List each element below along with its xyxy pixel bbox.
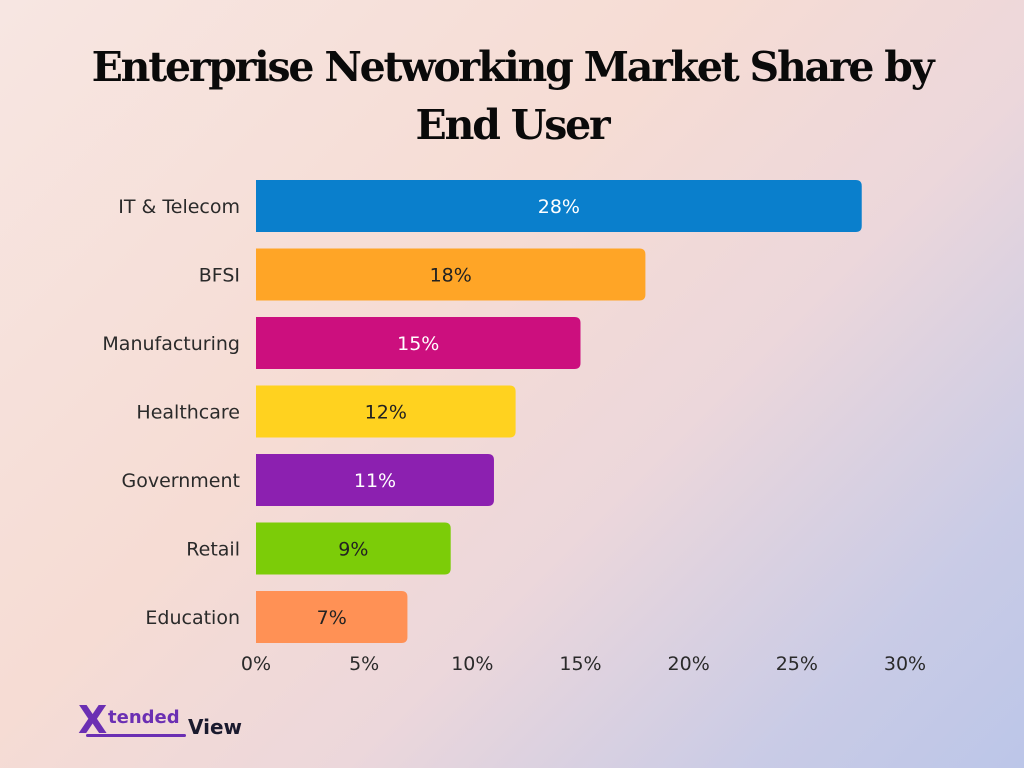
category-label: BFSI [199, 265, 240, 287]
data-label: 9% [338, 539, 368, 561]
x-axis-ticks-group: 0% 5% 10% 15% 20% 25% 30% [241, 653, 926, 675]
data-label: 18% [430, 265, 472, 287]
category-labels-group: IT & Telecom BFSI Manufacturing Healthcare G… [102, 196, 240, 629]
xtendedview-logo: X tended View [78, 700, 268, 748]
x-tick-label: 20% [668, 653, 710, 675]
category-label: Government [122, 470, 241, 492]
bar-it-telecom [256, 180, 862, 232]
bar-bfsi [256, 248, 646, 301]
x-tick-label: 30% [884, 653, 926, 675]
category-label: Retail [186, 539, 240, 561]
data-label: 11% [354, 470, 396, 492]
category-label: Manufacturing [102, 333, 240, 355]
bar-manufacturing [256, 317, 581, 369]
data-labels-group: 28% 18% 15% 12% 11% 9% 7% [317, 196, 580, 629]
category-label: Education [145, 607, 240, 629]
bar-government [256, 454, 494, 506]
logo-word-1: tended [108, 707, 180, 728]
data-label: 15% [397, 333, 439, 355]
x-tick-label: 0% [241, 653, 271, 675]
bars-group [256, 180, 862, 643]
category-label: Healthcare [136, 402, 240, 424]
x-tick-label: 25% [776, 653, 818, 675]
logo-word-2: View [188, 715, 243, 739]
chart-title: Enterprise Networking Market Share by En… [91, 43, 935, 149]
data-label: 7% [317, 607, 347, 629]
x-tick-label: 15% [559, 653, 601, 675]
x-tick-label: 5% [349, 653, 379, 675]
category-label: IT & Telecom [118, 196, 240, 218]
data-label: 12% [365, 402, 407, 424]
logo-mark: X [78, 698, 108, 742]
bar-healthcare [256, 385, 516, 438]
bar-education [256, 591, 408, 643]
data-label: 28% [538, 196, 580, 218]
logo-underline [86, 734, 186, 737]
bar-retail [256, 522, 451, 575]
x-tick-label: 10% [451, 653, 493, 675]
